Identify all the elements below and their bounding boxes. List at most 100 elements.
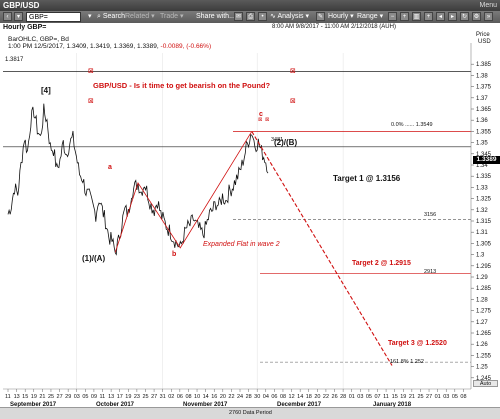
menu-button[interactable]: Menu <box>479 2 497 9</box>
fib-0-label: 0.0% ...... 1.3549 <box>391 122 433 128</box>
target3-label: Target 3 @ 1.2520 <box>388 340 447 347</box>
symbol-input[interactable]: GBP= <box>26 12 81 22</box>
fib-1618-pct: 161.8% <box>390 359 409 365</box>
share-button[interactable]: Share with... <box>196 12 235 22</box>
window-titlebar: GBP/USD Menu <box>0 0 500 11</box>
interval-label: Hourly <box>328 13 349 20</box>
data-period-label: 2760 Data Period <box>229 410 272 416</box>
price-tick-label: 1.255 <box>476 353 492 359</box>
price-tick-label: 1.315 <box>476 219 492 225</box>
back-icon[interactable]: ‹ <box>3 12 12 21</box>
headline-marker-icon: ⊠ <box>88 97 94 105</box>
crosshair-icon[interactable]: + <box>424 12 433 22</box>
time-tick-label: 10 <box>194 394 200 400</box>
time-axis[interactable]: 11 13 15 19 21 25 27 29 03 05 09 11 13 17 19 23 25 27 31 02… <box>3 388 471 408</box>
analysis-label: Analysis <box>277 13 304 20</box>
prior-high-label: 1.3817 <box>5 57 24 63</box>
more-icon[interactable]: » <box>484 12 493 22</box>
time-tick-label: 23 <box>134 394 140 400</box>
target1-label: Target 1 @ 1.3156 <box>333 174 401 183</box>
c-marker-icon: ⊠ <box>265 117 269 123</box>
time-tick-label: 19 <box>31 394 37 400</box>
range-label: Range <box>357 13 378 20</box>
time-tick-label: 08 <box>460 394 466 400</box>
price-tick-label: 1.245 <box>476 376 492 382</box>
price-tick-label: 1.275 <box>476 309 492 315</box>
pin-icon[interactable]: • <box>258 12 267 22</box>
price-axis[interactable]: 1.385 1.38 1.375 1.37 1.365 1.36 1.355 1.35 1.34… <box>470 43 492 389</box>
time-tick-label: 17 <box>117 394 123 400</box>
mail-icon[interactable]: ✉ <box>234 12 243 21</box>
level-3481-label: 3481 <box>271 137 284 143</box>
scroll-left-icon[interactable]: ◂ <box>436 12 445 22</box>
time-tick-label: 15 <box>392 394 398 400</box>
price-tick-label: 1.28 <box>476 297 488 303</box>
auto-scale-button[interactable]: Auto <box>473 380 498 387</box>
price-tick-label: 1.305 <box>476 241 492 247</box>
time-tick-label: 27 <box>57 394 63 400</box>
price-tick-label: 1.335 <box>476 174 492 180</box>
time-tick-label: 28 <box>246 394 252 400</box>
time-tick-label: 14 <box>203 394 209 400</box>
level-lines <box>3 71 471 363</box>
price-tick-label: 1.33 <box>476 185 488 191</box>
range-dropdown[interactable]: Range ▾ <box>357 13 384 20</box>
toolbar-back[interactable]: ‹ <box>3 12 12 22</box>
time-tick-label: 25 <box>142 394 148 400</box>
time-tick-label: 22 <box>323 394 329 400</box>
time-tick-label: 27 <box>426 394 432 400</box>
time-tick-label: 05 <box>82 394 88 400</box>
draw-icon[interactable]: ✎ <box>316 12 325 21</box>
time-tick-label: 03 <box>74 394 80 400</box>
price-axis-title: Price <box>476 32 490 38</box>
price-tick-label: 1.3 <box>476 253 485 259</box>
price-tick-label: 1.285 <box>476 286 492 292</box>
time-tick-label: 21 <box>409 394 415 400</box>
chart-canvas[interactable]: ⊠ ⊠⊠ ⊠⊠ ⊠ 1.3851.381.3751.371.3651.361.3551… <box>0 23 500 419</box>
scroll-right-icon[interactable]: ▸ <box>448 12 457 22</box>
chart-type-icon[interactable]: ▥ <box>412 12 421 21</box>
trade-label: Trade <box>160 13 179 20</box>
time-tick-label: 08 <box>185 394 191 400</box>
time-tick-label: 05 <box>452 394 458 400</box>
related-button[interactable]: Related ▾ <box>125 13 155 20</box>
chart-background <box>0 23 500 419</box>
time-tick-label: 11 <box>100 394 106 400</box>
zoom-in-icon[interactable]: + <box>400 12 409 22</box>
analysis-button[interactable]: ∿ Analysis ▾ <box>270 13 309 20</box>
dropdown-arrow-icon[interactable]: ▾ <box>88 13 92 20</box>
dropdown-icon[interactable]: ▾ <box>14 12 23 21</box>
time-tick-label: 25 <box>48 394 54 400</box>
price-tick-label: 1.345 <box>476 152 492 158</box>
price-tick-label: 1.375 <box>476 85 492 91</box>
time-tick-label: 03 <box>357 394 363 400</box>
interval-dropdown[interactable]: Hourly ▾ <box>328 13 354 20</box>
refresh-icon[interactable]: ↻ <box>460 12 469 21</box>
time-tick-label: 13 <box>108 394 114 400</box>
price-tick-label: 1.29 <box>476 275 488 281</box>
time-tick-label: 05 <box>366 394 372 400</box>
time-tick-label: 19 <box>400 394 406 400</box>
wave-1a-label: (1)/(A) <box>82 254 106 263</box>
price-tick-label: 1.325 <box>476 197 492 203</box>
target2-label: Target 2 @ 1.2915 <box>352 260 411 267</box>
time-tick-label: 18 <box>306 394 312 400</box>
footer-bar <box>0 407 500 419</box>
month-label: December 2017 <box>277 402 322 408</box>
settings-icon[interactable]: ⚙ <box>472 12 481 21</box>
print-icon[interactable]: ⎙ <box>246 12 255 22</box>
chart-area[interactable]: ⊠ ⊠ ⊠ ⊠ ⊠ ⊠ 1.385 1.38 1.375 1.37 1.365 1.36 1.355 1… <box>0 23 500 419</box>
wave-4-label: [4] <box>41 86 51 95</box>
price-tick-label: 1.35 <box>476 141 488 147</box>
time-tick-label: 19 <box>125 394 131 400</box>
fib-1618-label: 161.8% 1.252 <box>390 359 424 365</box>
last-price-tag: 1.3389 <box>473 156 500 164</box>
time-tick-label: 08 <box>280 394 286 400</box>
fib-1618-value: 1.252 <box>410 359 424 365</box>
zoom-out-icon[interactable]: − <box>388 12 397 22</box>
time-tick-label: 15 <box>22 394 28 400</box>
search-button[interactable]: ⌕ Search <box>97 12 125 22</box>
trade-button[interactable]: Trade ▾ <box>160 13 184 20</box>
time-tick-label: 12 <box>289 394 295 400</box>
price-tick-label: 1.265 <box>476 331 492 337</box>
